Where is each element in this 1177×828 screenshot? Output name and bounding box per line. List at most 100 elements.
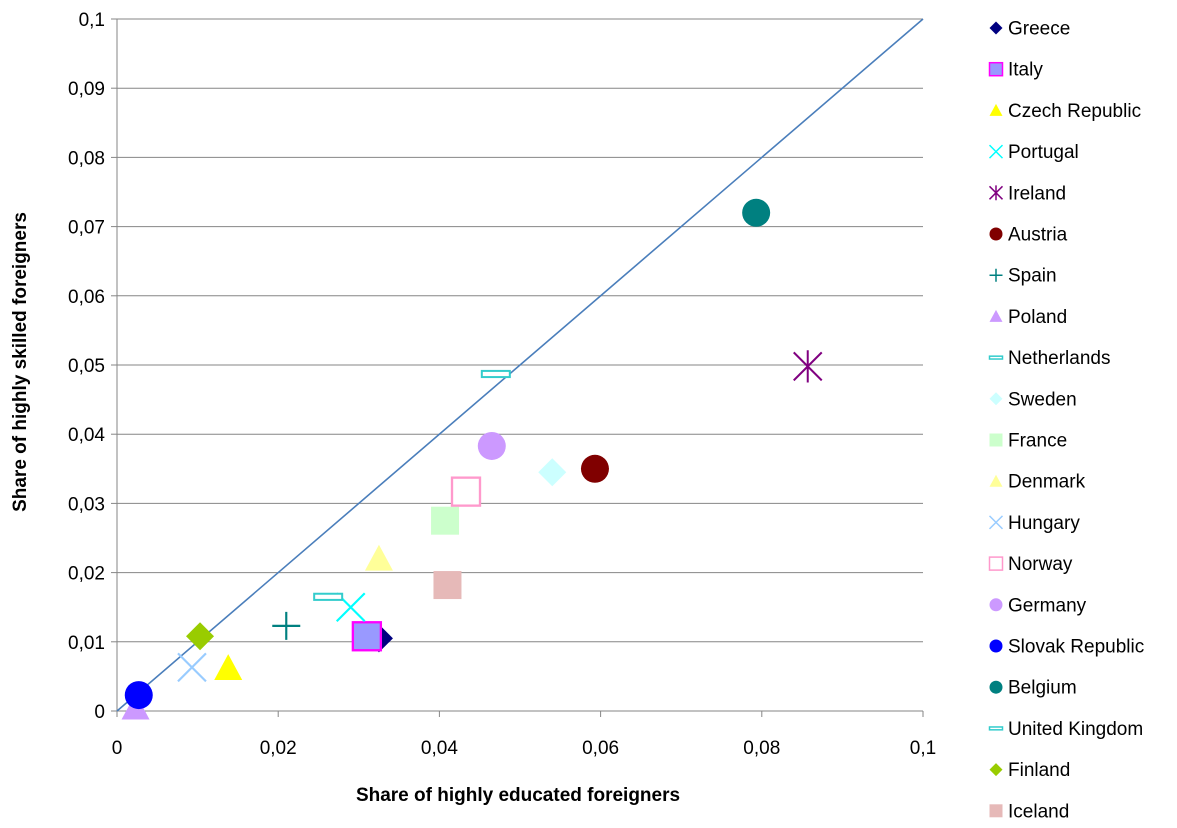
legend-item: Hungary (988, 513, 1080, 534)
legend-item: Denmark (989, 472, 1086, 493)
legend-marker (988, 726, 1004, 731)
legend-label: Finland (1008, 760, 1070, 781)
legend-marker (989, 598, 1003, 612)
y-tick-label: 0 (94, 702, 105, 723)
y-tick-label: 0,09 (68, 79, 105, 100)
point-slovak-republic (124, 681, 153, 710)
y-tick-label: 0,03 (68, 494, 105, 515)
legend-marker (989, 433, 1003, 447)
legend-item: Norway (988, 554, 1073, 575)
legend-label: Sweden (1008, 389, 1077, 410)
x-tick-label: 0,06 (582, 738, 619, 759)
legend-marker (989, 763, 1003, 777)
legend-item: Slovak Republic (989, 637, 1144, 658)
legend-label: Norway (1008, 554, 1073, 575)
point-belgium (742, 198, 771, 227)
axes (111, 18, 924, 717)
legend-label: Portugal (1008, 142, 1079, 163)
legend-label: Ireland (1008, 183, 1066, 204)
reference-line (116, 18, 924, 712)
legend-label: Czech Republic (1008, 101, 1141, 122)
legend-marker (989, 227, 1003, 241)
y-tick-label: 0,04 (68, 425, 105, 446)
x-axis-label: Share of highly educated foreigners (356, 785, 680, 806)
point-czech-republic (214, 654, 243, 680)
legend-item: Iceland (989, 801, 1069, 822)
y-axis-label: Share of highly skilled foreigners (10, 212, 31, 512)
legend-item: Sweden (989, 389, 1077, 410)
legend-marker (989, 392, 1003, 406)
legend-label: Greece (1008, 19, 1070, 40)
legend-label: Netherlands (1008, 348, 1110, 369)
y-tick-label: 0,02 (68, 564, 105, 585)
legend-label: Italy (1008, 60, 1043, 81)
legend-label: Austria (1008, 225, 1068, 246)
legend-marker (989, 268, 1003, 282)
y-tick-label: 0,05 (68, 356, 105, 377)
point-united-kingdom (313, 592, 344, 601)
legend-marker (989, 21, 1003, 35)
y-tick-label: 0,01 (68, 633, 105, 654)
x-tick-label: 0 (112, 738, 123, 759)
legend-label: France (1008, 431, 1067, 452)
legend-item: Czech Republic (989, 101, 1141, 122)
legend-marker (988, 185, 1004, 201)
legend-marker (989, 474, 1003, 487)
tick-labels: 0 0,01 0,02 0,03 0,04 0,05 0,06 0,07 0,08 0,09 0,1… (68, 10, 936, 759)
legend-item: Germany (989, 595, 1087, 616)
legend-marker (989, 309, 1003, 322)
y-tick-label: 0,07 (68, 218, 105, 239)
legend-marker (988, 556, 1004, 571)
legend-label: Spain (1008, 266, 1057, 287)
y-tick-label: 0,08 (68, 148, 105, 169)
legend-label: Hungary (1008, 513, 1080, 534)
legend-marker (989, 103, 1003, 116)
point-italy (351, 621, 383, 652)
legend-label: Germany (1008, 595, 1087, 616)
legend-label: Denmark (1008, 472, 1086, 493)
y-tick-label: 0,1 (79, 10, 105, 31)
legend-item: Portugal (988, 142, 1079, 163)
legend-label: United Kingdom (1008, 719, 1143, 740)
legend-item: Finland (989, 760, 1070, 781)
point-hungary (177, 652, 207, 683)
legend-label: Iceland (1008, 801, 1069, 822)
point-finland (186, 622, 215, 651)
legend-label: Poland (1008, 307, 1067, 328)
point-netherlands (480, 369, 511, 379)
data-points (121, 198, 823, 720)
legend-marker (989, 680, 1003, 694)
legend-marker (989, 639, 1003, 653)
legend-item: United Kingdom (988, 719, 1143, 740)
x-tick-label: 0,08 (743, 738, 780, 759)
legend-item: Austria (989, 225, 1068, 246)
x-tick-label: 0,1 (910, 738, 936, 759)
legend-label: Slovak Republic (1008, 637, 1144, 658)
legend-marker (988, 515, 1004, 530)
legend-item: Greece (989, 19, 1070, 40)
legend-item: Italy (988, 60, 1043, 81)
point-spain (272, 611, 301, 640)
legend-item: France (989, 431, 1067, 452)
point-austria (580, 454, 609, 483)
point-ireland (793, 350, 823, 383)
legend-label: Belgium (1008, 678, 1077, 699)
point-sweden (538, 458, 567, 487)
point-norway (450, 476, 482, 507)
x-tick-label: 0,02 (260, 738, 297, 759)
grid (117, 18, 923, 643)
legend-item: Netherlands (988, 348, 1110, 369)
y-tick-label: 0,06 (68, 287, 105, 308)
legend-marker (989, 804, 1003, 818)
x-tick-label: 0,04 (421, 738, 458, 759)
legend-marker (988, 61, 1004, 77)
legend: Greece Italy Czech Republic Portugal Ireland… (988, 19, 1144, 822)
legend-marker (988, 144, 1004, 159)
legend-item: Belgium (989, 678, 1077, 699)
point-france (431, 506, 460, 535)
point-denmark (364, 544, 393, 571)
legend-item: Spain (989, 266, 1057, 287)
legend-marker (988, 355, 1004, 360)
